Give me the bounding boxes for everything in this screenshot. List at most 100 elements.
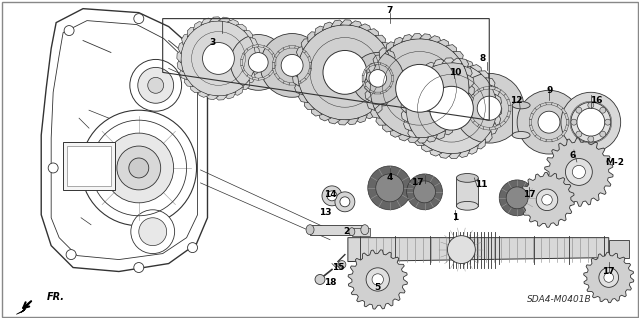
Polygon shape: [365, 79, 371, 93]
Circle shape: [571, 102, 611, 142]
Circle shape: [588, 102, 594, 108]
Circle shape: [372, 274, 383, 285]
Polygon shape: [449, 118, 460, 129]
Polygon shape: [272, 65, 276, 71]
Polygon shape: [243, 49, 248, 55]
Polygon shape: [296, 46, 305, 58]
Polygon shape: [389, 77, 396, 91]
Polygon shape: [369, 62, 377, 75]
Bar: [609, 240, 628, 257]
Polygon shape: [438, 39, 449, 48]
Polygon shape: [362, 81, 366, 87]
Polygon shape: [473, 90, 479, 96]
Polygon shape: [468, 99, 472, 106]
Bar: [63, 142, 115, 190]
Polygon shape: [305, 51, 310, 57]
Polygon shape: [402, 90, 410, 103]
Circle shape: [130, 59, 182, 111]
Polygon shape: [464, 66, 472, 79]
Polygon shape: [420, 34, 433, 41]
Polygon shape: [359, 24, 371, 33]
Polygon shape: [190, 84, 201, 93]
Polygon shape: [308, 56, 312, 63]
Polygon shape: [473, 121, 479, 127]
Text: 5: 5: [374, 283, 381, 292]
Polygon shape: [241, 54, 244, 60]
Polygon shape: [308, 32, 318, 42]
Text: 12: 12: [510, 96, 522, 105]
Polygon shape: [415, 137, 429, 143]
Polygon shape: [564, 113, 569, 119]
Polygon shape: [274, 59, 276, 65]
Polygon shape: [477, 124, 484, 129]
Polygon shape: [379, 48, 390, 58]
Polygon shape: [401, 108, 408, 122]
Polygon shape: [197, 90, 209, 97]
Polygon shape: [254, 45, 260, 58]
Polygon shape: [178, 41, 185, 54]
Ellipse shape: [361, 225, 369, 235]
Polygon shape: [520, 172, 574, 227]
Polygon shape: [386, 42, 397, 52]
Polygon shape: [264, 46, 270, 50]
Circle shape: [477, 96, 501, 120]
Polygon shape: [184, 76, 193, 87]
Polygon shape: [326, 116, 340, 124]
Polygon shape: [401, 99, 406, 113]
Polygon shape: [410, 33, 424, 39]
Polygon shape: [433, 131, 446, 139]
Text: 2: 2: [343, 227, 349, 236]
Polygon shape: [540, 102, 547, 107]
Polygon shape: [41, 9, 207, 271]
Polygon shape: [500, 121, 506, 127]
Circle shape: [139, 218, 166, 246]
Polygon shape: [247, 75, 253, 79]
Polygon shape: [311, 106, 323, 116]
Polygon shape: [451, 58, 465, 65]
Polygon shape: [462, 102, 470, 115]
Polygon shape: [429, 148, 442, 156]
Text: 11: 11: [475, 180, 488, 189]
Polygon shape: [408, 127, 417, 139]
Polygon shape: [247, 72, 255, 84]
Polygon shape: [437, 152, 451, 158]
Polygon shape: [292, 63, 298, 77]
Text: 10: 10: [449, 68, 461, 77]
Circle shape: [117, 146, 161, 190]
Polygon shape: [496, 103, 502, 118]
Polygon shape: [305, 73, 310, 79]
Circle shape: [370, 39, 469, 138]
Polygon shape: [478, 71, 489, 81]
Polygon shape: [468, 105, 470, 111]
Circle shape: [604, 273, 614, 282]
Polygon shape: [227, 19, 240, 27]
Polygon shape: [362, 75, 364, 81]
Polygon shape: [252, 77, 259, 80]
Polygon shape: [504, 116, 509, 122]
Polygon shape: [255, 54, 260, 68]
Polygon shape: [295, 46, 301, 50]
Polygon shape: [275, 51, 280, 57]
Polygon shape: [273, 68, 276, 74]
Polygon shape: [308, 68, 312, 74]
Text: SDA4-M0401B: SDA4-M0401B: [527, 295, 591, 304]
Polygon shape: [466, 93, 474, 106]
Polygon shape: [403, 118, 412, 131]
Polygon shape: [289, 46, 295, 48]
Polygon shape: [375, 35, 385, 46]
Polygon shape: [453, 51, 463, 62]
Text: 13: 13: [319, 208, 332, 217]
Polygon shape: [17, 301, 31, 314]
Polygon shape: [247, 46, 253, 50]
Polygon shape: [264, 75, 270, 79]
Polygon shape: [411, 74, 420, 85]
Text: 15: 15: [332, 263, 344, 272]
Circle shape: [64, 26, 74, 35]
Circle shape: [138, 67, 173, 103]
Circle shape: [131, 210, 175, 254]
Polygon shape: [495, 87, 501, 92]
Circle shape: [517, 90, 581, 154]
Text: 16: 16: [589, 96, 602, 105]
Circle shape: [340, 197, 350, 207]
Polygon shape: [417, 67, 429, 78]
